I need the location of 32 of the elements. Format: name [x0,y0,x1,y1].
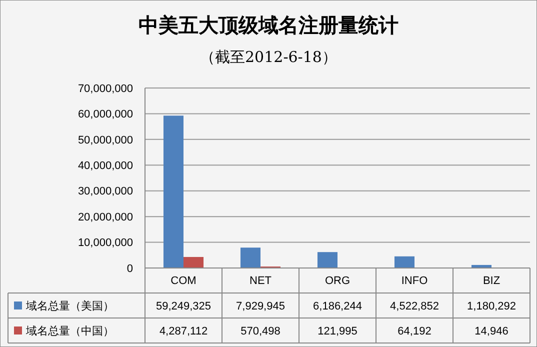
y-tick-label: 20,000,000 [78,211,133,224]
bar [240,248,260,268]
legend-label: 域名总量（美国） [25,299,114,312]
bar [184,256,204,268]
y-tick-label: 10,000,000 [78,237,133,250]
y-tick-label: 40,000,000 [78,160,133,172]
legend-label: 域名总量（中国） [25,324,114,338]
x-tick-label: COM [170,275,196,287]
y-tick-label: 30,000,000 [78,186,133,198]
x-tick-label: INFO [401,275,428,287]
x-tick-label: ORG [324,275,350,287]
bar [317,252,338,268]
data-label: 59,249,325 [156,300,212,312]
x-tick-label: NET [250,275,272,287]
data-label: 4,522,852 [390,300,439,312]
y-tick-label: 60,000,000 [78,108,133,121]
chart-subtitle: （截至2012-6-18） [200,48,337,66]
x-tick-label: BIZ [482,275,500,287]
data-label: 1,180,292 [467,300,516,312]
data-label: 7,929,945 [236,300,285,312]
y-tick-label: 0 [126,262,133,275]
y-tick-label: 50,000,000 [78,134,133,146]
data-label: 64,192 [398,325,432,338]
chart-title: 中美五大顶级域名注册量统计 [138,13,398,37]
data-label: 14,946 [474,325,508,338]
data-label: 570,498 [240,325,280,338]
bar [163,116,184,268]
y-tick-label: 70,000,000 [78,82,133,95]
data-label: 6,186,244 [313,300,362,312]
data-label: 121,995 [318,325,358,338]
bar [394,256,414,268]
data-label: 4,287,112 [159,325,208,338]
